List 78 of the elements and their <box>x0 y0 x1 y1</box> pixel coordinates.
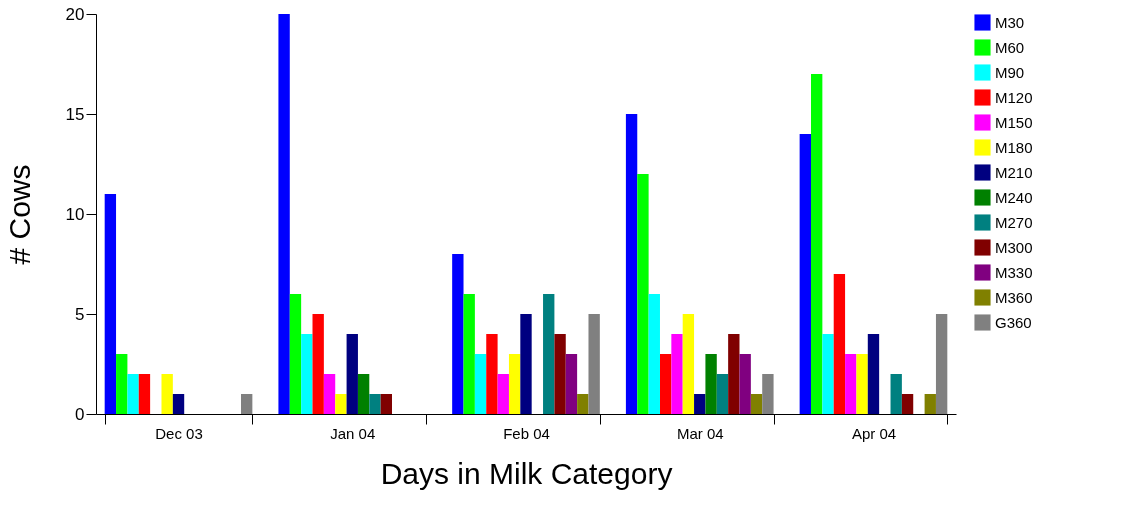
legend-label: M60 <box>995 38 1025 56</box>
bar <box>452 254 464 414</box>
bar <box>659 354 672 414</box>
x-tick-label: Mar 04 <box>676 424 724 442</box>
x-tick-label: Jan 04 <box>330 424 376 442</box>
y-tick-label: 5 <box>75 304 85 324</box>
bar <box>705 354 717 414</box>
bar <box>822 334 834 414</box>
bar <box>543 294 555 414</box>
bar <box>935 314 948 414</box>
bar <box>486 334 498 414</box>
bar <box>508 354 521 414</box>
legend-label: M270 <box>995 213 1033 231</box>
legend-label: M240 <box>995 188 1033 206</box>
bar <box>648 294 660 414</box>
bar <box>577 394 589 414</box>
bar <box>833 274 846 414</box>
bar <box>474 354 487 414</box>
y-axis-title: # Cows <box>2 164 36 265</box>
legend-label: G360 <box>995 313 1032 331</box>
bar <box>520 314 532 414</box>
bar <box>554 334 566 414</box>
y-tick-label: 15 <box>65 104 85 124</box>
x-tick-label: Dec 03 <box>155 424 203 442</box>
legend-label: M90 <box>995 63 1025 81</box>
bar <box>369 394 381 414</box>
bar <box>867 334 880 414</box>
bar <box>901 394 914 414</box>
bar <box>762 374 774 414</box>
legend-label: M300 <box>995 238 1033 256</box>
legend-label: M120 <box>995 88 1033 106</box>
bar <box>241 394 253 414</box>
bar <box>161 374 173 414</box>
legend-label: M30 <box>995 13 1025 31</box>
bar <box>323 374 336 414</box>
bar <box>565 354 578 414</box>
bar <box>127 374 139 414</box>
bar <box>357 374 370 414</box>
bar <box>625 114 638 414</box>
bar <box>588 314 600 414</box>
x-axis-title: Days in Milk Category <box>380 456 673 490</box>
bar <box>346 334 358 414</box>
bar <box>845 354 857 414</box>
bar <box>671 334 683 414</box>
bar <box>750 394 763 414</box>
y-tick-label: 20 <box>65 4 85 24</box>
bar <box>312 314 324 414</box>
bar <box>694 394 706 414</box>
bar <box>104 194 117 414</box>
y-tick-label: 10 <box>65 204 85 224</box>
bar <box>278 14 290 414</box>
bar <box>116 354 128 414</box>
y-tick-label: 0 <box>75 404 85 424</box>
bar <box>682 314 695 414</box>
x-tick-label: Feb 04 <box>503 424 550 442</box>
bar <box>497 374 509 414</box>
legend-label: M150 <box>995 113 1033 131</box>
bar <box>716 374 729 414</box>
bar <box>924 394 936 414</box>
bar <box>728 334 740 414</box>
legend-label: M180 <box>995 138 1033 156</box>
bar <box>811 74 823 414</box>
bar <box>463 294 475 414</box>
bar <box>335 394 347 414</box>
bar <box>856 354 868 414</box>
bar <box>138 374 151 414</box>
bar <box>799 134 811 414</box>
legend-label: M330 <box>995 263 1033 281</box>
bar <box>289 294 302 414</box>
legend-label: M210 <box>995 163 1033 181</box>
x-tick-label: Apr 04 <box>851 424 897 442</box>
bar <box>172 394 185 414</box>
bar <box>890 374 902 414</box>
bar <box>637 174 649 414</box>
bar <box>301 334 313 414</box>
legend-label: M360 <box>995 288 1033 306</box>
bar <box>739 354 751 414</box>
bar <box>380 394 393 414</box>
